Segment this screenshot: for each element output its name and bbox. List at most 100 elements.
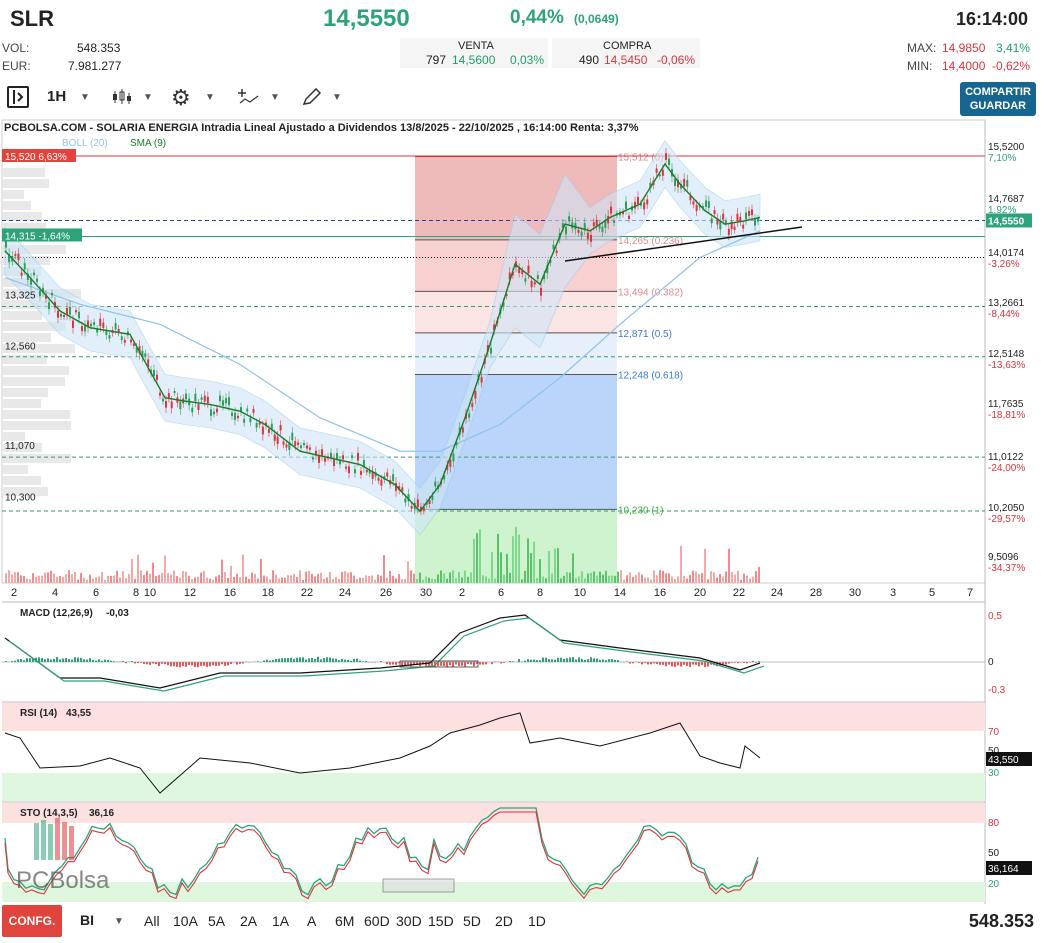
chevron-down-icon[interactable]: ▼ <box>114 916 124 927</box>
range-button-60d[interactable]: 60D <box>364 913 390 929</box>
range-button-5a[interactable]: 5A <box>208 913 226 929</box>
macd-histogram-bar <box>461 662 463 666</box>
macd-histogram-bar <box>281 658 283 662</box>
candle-body <box>246 408 249 412</box>
volume-bar <box>362 577 364 583</box>
chevron-down-icon[interactable]: ▼ <box>332 92 342 103</box>
share-save-button[interactable]: COMPARTIR GUARDAR <box>960 82 1036 116</box>
range-button-5d[interactable]: 5D <box>463 913 481 929</box>
candle-body <box>96 328 99 333</box>
volume-bar <box>449 572 451 583</box>
range-button-a[interactable]: A <box>307 913 317 929</box>
range-button-2a[interactable]: 2A <box>240 913 258 929</box>
macd-histogram-bar <box>464 662 466 667</box>
candle-body <box>303 443 305 446</box>
pencil-icon[interactable] <box>302 88 322 106</box>
volume-bar <box>716 577 718 583</box>
volume-profile-bar <box>3 410 70 419</box>
chevron-down-icon[interactable]: ▼ <box>143 92 153 103</box>
macd-histogram-bar <box>62 658 64 662</box>
current-tag-bg <box>986 213 1032 228</box>
right-axis-value: 14,0174 <box>988 248 1025 259</box>
volume-bar <box>482 575 484 583</box>
candle-body <box>60 313 62 317</box>
chevron-down-icon[interactable]: ▼ <box>270 92 280 103</box>
candle-body <box>692 201 695 205</box>
macd-histogram-bar <box>746 662 748 664</box>
macd-histogram-bar <box>326 657 328 662</box>
price-chart[interactable]: 15,512 (0) 14,265 (0.236) 13,494 (0.382) 12… <box>0 118 1048 904</box>
candle-body <box>191 407 194 413</box>
range-button-1a[interactable]: 1A <box>272 913 290 929</box>
drawn-trendline[interactable] <box>564 226 803 262</box>
candle-body <box>66 307 68 315</box>
mode-select[interactable]: BI <box>80 912 94 928</box>
volume-bar <box>728 548 730 583</box>
macd-histogram-bar <box>728 662 730 664</box>
macd-histogram-bar <box>170 662 172 667</box>
volume-bar <box>389 570 391 583</box>
volume-bar <box>14 572 16 583</box>
sell-label: VENTA <box>458 40 494 52</box>
macd-histogram-bar <box>413 662 415 665</box>
range-button-30d[interactable]: 30D <box>396 913 422 929</box>
indicators-icon[interactable] <box>238 88 260 106</box>
macd-histogram-bar <box>83 659 85 662</box>
candle-body <box>219 395 221 402</box>
range-button-6m[interactable]: 6M <box>335 913 355 929</box>
volume-bar <box>356 578 358 583</box>
range-button-10a[interactable]: 10A <box>173 913 198 929</box>
volume-profile-bar <box>3 366 69 375</box>
range-button-all[interactable]: All <box>144 913 160 929</box>
candle-body <box>69 306 71 315</box>
panel-toggle-button[interactable] <box>7 86 29 108</box>
candle-body <box>754 219 756 226</box>
macd-histogram-bar <box>107 659 109 662</box>
volume-bar <box>545 578 547 583</box>
volume-bar <box>512 536 514 583</box>
volume-bar <box>266 576 268 583</box>
volume-bar <box>557 548 559 583</box>
volume-bar <box>284 577 286 583</box>
chevron-down-icon[interactable]: ▼ <box>205 92 215 103</box>
candle-body <box>604 219 607 228</box>
candlestick-icon[interactable] <box>112 88 132 106</box>
volume-bar <box>674 578 676 583</box>
range-button-15d[interactable]: 15D <box>428 913 454 929</box>
macd-histogram-bar <box>410 662 412 667</box>
candle-body <box>324 457 326 462</box>
macd-histogram-bar <box>563 658 565 662</box>
buy-qty: 490 <box>579 53 600 67</box>
macd-signal-line <box>8 617 765 692</box>
config-button[interactable]: CONFG. <box>2 905 62 937</box>
volume-bar <box>59 576 61 583</box>
range-button-1d[interactable]: 1D <box>528 913 546 929</box>
candle-body <box>135 347 138 353</box>
macd-axis-label: 0 <box>988 657 994 668</box>
candle-body <box>725 220 727 224</box>
chevron-down-icon[interactable]: ▼ <box>80 92 90 103</box>
candle-body <box>365 469 368 473</box>
macd-histogram-bar <box>179 662 181 668</box>
volume-profile-bar <box>3 179 49 188</box>
candle-body <box>686 180 689 187</box>
macd-histogram-bar <box>236 662 238 665</box>
volume-bar <box>296 576 298 583</box>
x-axis-tick: 6 <box>498 587 504 599</box>
candle-body <box>590 234 592 242</box>
x-axis-tick: 2 <box>11 587 17 599</box>
fib-label: 15,512 (0) <box>618 153 664 164</box>
volume-bar <box>563 575 565 583</box>
volume-bar <box>623 579 625 583</box>
candle-body <box>162 398 164 402</box>
candle-body <box>490 347 492 354</box>
macd-histogram-bar <box>38 657 40 662</box>
volume-profile-bar <box>3 465 28 474</box>
interval-select[interactable]: 1H <box>47 88 67 105</box>
candle-body <box>297 442 300 445</box>
volume-bar <box>437 574 439 583</box>
range-button-2d[interactable]: 2D <box>495 913 513 929</box>
volume-bar <box>725 571 727 583</box>
gear-icon[interactable]: ⚙ <box>171 85 191 110</box>
macd-histogram-bar <box>299 657 301 662</box>
